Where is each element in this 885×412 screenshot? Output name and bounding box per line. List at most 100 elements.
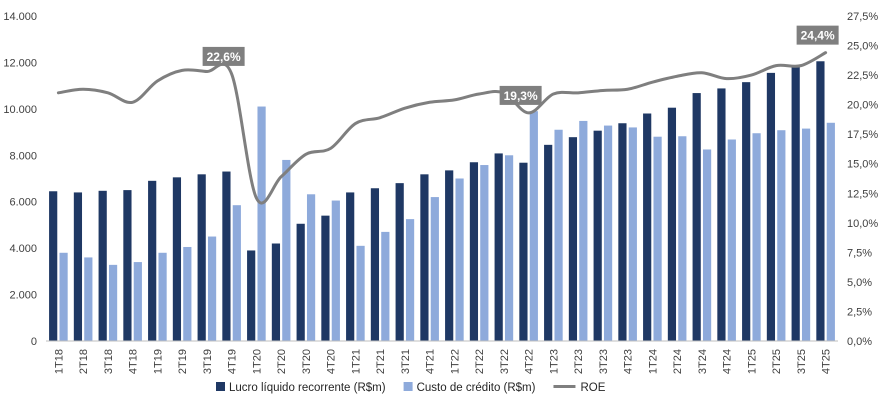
- x-tick-label: 3T24: [697, 349, 709, 374]
- x-tick-label: 1T25: [746, 349, 758, 374]
- y-tick-right: 0,0%: [847, 336, 872, 348]
- roe-callout-label: 19,3%: [504, 89, 538, 103]
- y-tick-right: 2,5%: [847, 306, 872, 318]
- x-tick-label: 2T18: [78, 349, 90, 374]
- custo-bar-3T20: [306, 194, 316, 341]
- x-tick-label: 3T25: [796, 349, 808, 374]
- lucro-bar-3T20: [296, 223, 305, 341]
- x-tick-label: 1T22: [449, 349, 461, 374]
- custo-bar-1T21: [356, 245, 365, 341]
- lucro-bar-3T21: [395, 183, 404, 341]
- x-tick-label: 3T19: [202, 349, 214, 374]
- bar-layer: [49, 61, 835, 342]
- y-tick-right: 15,0%: [847, 159, 878, 171]
- custo-bar-1T25: [752, 133, 761, 341]
- custo-bar-2T22: [480, 165, 489, 341]
- custo-bar-2T20: [282, 159, 291, 341]
- legend-swatch: [216, 382, 225, 391]
- y-tick-right: 17,5%: [847, 129, 878, 141]
- lucro-bar-4T19: [222, 171, 231, 341]
- x-tick-label: 1T23: [548, 349, 560, 374]
- custo-bar-1T18: [59, 252, 68, 341]
- y-tick-left: 2.000: [9, 290, 37, 302]
- x-tick-label: 1T21: [350, 349, 362, 374]
- x-tick-label: 3T20: [301, 349, 313, 374]
- x-tick-label: 2T19: [177, 349, 189, 374]
- axes-layer: 0 2.000 4.000 6.000 8.000 10.000 12.000 14.000 0…: [3, 11, 878, 374]
- x-tick-label: 1T20: [251, 349, 263, 374]
- x-tick-label: 3T21: [400, 349, 412, 374]
- lucro-bar-4T21: [420, 174, 429, 341]
- lucro-bar-3T18: [98, 190, 107, 341]
- y-tick-left: 6.000: [9, 197, 37, 209]
- custo-bar-4T22: [529, 111, 538, 341]
- custo-bar-4T18: [133, 262, 142, 341]
- custo-bar-1T24: [653, 136, 662, 341]
- roe-callout-box: [796, 25, 839, 45]
- x-tick-label: 1T24: [647, 349, 659, 374]
- roe-callout-label: 24,4%: [801, 29, 835, 43]
- y-tick-left: 12.000: [3, 57, 37, 69]
- x-tick-label: 2T22: [474, 349, 486, 374]
- legend-label: ROE: [580, 382, 605, 394]
- x-tick-label: 4T25: [821, 349, 833, 374]
- callout-layer: 22,6% 19,3% 24,4%: [202, 25, 839, 105]
- lucro-bar-1T18: [49, 191, 58, 341]
- x-tick-label: 3T22: [499, 349, 511, 374]
- legend-label: Custo de crédito (R$m): [417, 382, 536, 394]
- lucro-bar-2T22: [469, 162, 479, 341]
- custo-bar-3T22: [504, 155, 514, 341]
- custo-bar-4T20: [331, 200, 340, 341]
- lucro-bar-1T23: [544, 144, 553, 341]
- lucro-bar-3T23: [593, 130, 602, 341]
- y-tick-right: 7,5%: [847, 247, 872, 259]
- custo-bar-3T25: [801, 128, 811, 341]
- lucro-bar-3T24: [692, 93, 701, 341]
- custo-bar-2T19: [183, 246, 192, 341]
- y-tick-left: 10.000: [3, 104, 37, 116]
- x-tick-label: 2T20: [276, 349, 288, 374]
- custo-bar-3T21: [405, 219, 415, 341]
- lucro-bar-2T19: [172, 177, 182, 341]
- x-tick-label: 4T24: [722, 349, 734, 374]
- custo-bar-4T21: [430, 197, 439, 341]
- lucro-bar-2T21: [370, 188, 380, 341]
- lucro-bar-1T21: [346, 192, 355, 341]
- custo-bar-4T23: [628, 127, 637, 341]
- x-tick-label: 2T21: [375, 349, 387, 374]
- custo-bar-3T24: [702, 149, 712, 341]
- x-tick-label: 1T18: [53, 349, 65, 374]
- lucro-bar-4T23: [618, 123, 627, 341]
- y-tick-right: 20,0%: [847, 100, 878, 112]
- y-tick-left: 14.000: [3, 11, 37, 23]
- custo-bar-1T19: [158, 252, 167, 341]
- custo-bar-2T24: [678, 136, 687, 341]
- custo-bar-2T23: [579, 120, 588, 341]
- lucro-bar-1T25: [742, 82, 751, 342]
- y-tick-right: 12,5%: [847, 188, 878, 200]
- y-tick-left: 0: [31, 336, 37, 348]
- roe-line: [56, 51, 828, 205]
- custo-bar-4T25: [826, 122, 835, 342]
- lucro-bar-3T22: [494, 153, 503, 341]
- y-tick-right: 10,0%: [847, 218, 878, 230]
- custo-bar-2T18: [84, 257, 93, 341]
- y-tick-right: 25,0%: [847, 41, 878, 53]
- roe-callout-label: 22,6%: [207, 50, 241, 64]
- legend-label: Lucro líquido recorrente (R$m): [229, 382, 386, 394]
- roe-callout-box: [499, 85, 542, 105]
- custo-bar-1T23: [554, 129, 563, 341]
- lucro-bar-4T18: [123, 190, 132, 341]
- lucro-bar-4T20: [321, 215, 330, 341]
- custo-bar-4T19: [232, 205, 241, 341]
- lucro-bar-3T19: [197, 174, 206, 341]
- lucro-bar-1T20: [247, 250, 256, 341]
- x-tick-label: 4T22: [524, 349, 536, 374]
- x-tick-label: 2T25: [771, 349, 783, 374]
- lucro-bar-1T19: [148, 180, 157, 341]
- roe-line-layer: [56, 51, 828, 205]
- lucro-bar-4T24: [717, 88, 726, 341]
- lucro-bar-1T22: [445, 170, 454, 341]
- x-tick-label: 3T18: [103, 349, 115, 374]
